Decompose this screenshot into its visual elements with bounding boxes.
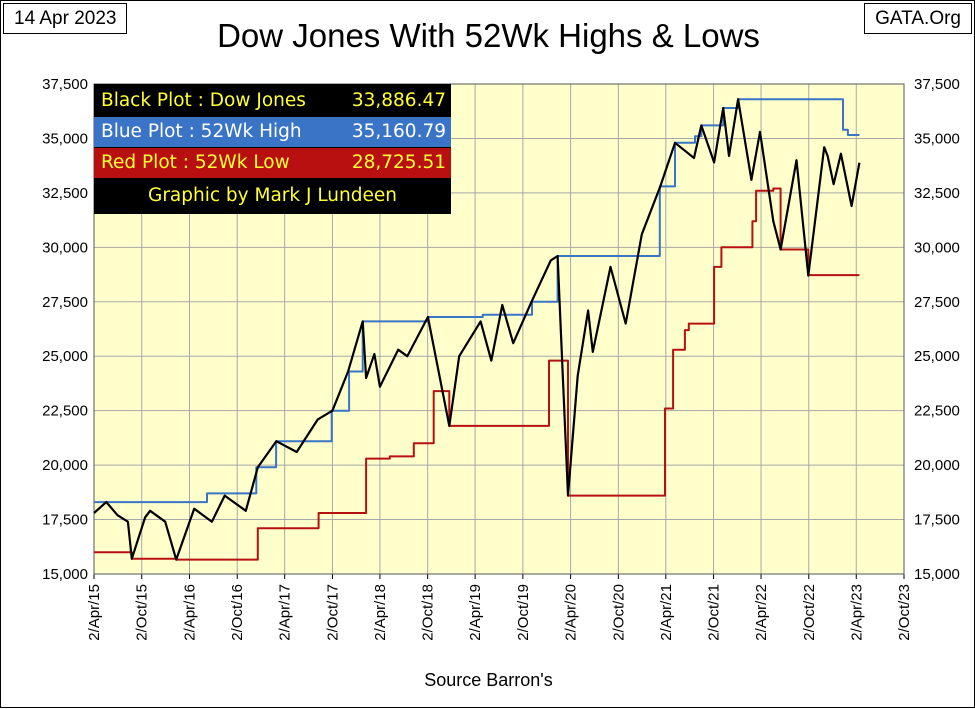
y-tick-label-right: 32,500 — [914, 185, 960, 202]
x-tick-label: 2/Apr/20 — [563, 584, 580, 641]
legend: Black Plot : Dow Jones 33,886.47 Blue Pl… — [94, 84, 451, 214]
x-tick-label: 2/Oct/15 — [134, 584, 151, 641]
y-tick-label-left: 15,000 — [42, 566, 88, 583]
x-tick-label: 2/Oct/16 — [229, 584, 246, 641]
y-tick-label-left: 25,000 — [42, 348, 88, 365]
series-dow-jones — [93, 98, 861, 561]
plot-border — [93, 83, 905, 575]
y-tick-label-left: 35,000 — [42, 130, 88, 147]
x-tick-label: 2/Apr/18 — [372, 584, 389, 641]
y-tick-label-right: 25,000 — [914, 348, 960, 365]
legend-52wk-low-value: 28,725.51 — [351, 152, 446, 173]
y-tick-label-left: 17,500 — [42, 512, 88, 529]
x-tick-label: 2/Apr/21 — [658, 584, 675, 641]
x-tick-label: 2/Oct/18 — [420, 584, 437, 641]
legend-52wk-high: Blue Plot : 52Wk High 35,160.79 — [94, 117, 451, 147]
legend-dow-jones-label: Black Plot : Dow Jones — [101, 90, 306, 111]
x-tick-label: 2/Apr/15 — [86, 584, 103, 641]
x-tick-label: 2/Apr/17 — [277, 584, 294, 641]
y-tick-label-right: 30,000 — [914, 239, 960, 256]
y-tick-label-right: 35,000 — [914, 130, 960, 147]
y-tick-label-right: 15,000 — [914, 566, 960, 583]
y-tick-label-left: 22,500 — [42, 403, 88, 420]
legend-dow-jones: Black Plot : Dow Jones 33,886.47 — [94, 86, 451, 116]
site-label: GATA.Org — [864, 3, 972, 34]
y-tick-label-left: 32,500 — [42, 185, 88, 202]
x-tick-label: 2/Apr/23 — [848, 584, 865, 641]
chart-title: Dow Jones With 52Wk Highs & Lows — [217, 17, 760, 54]
legend-52wk-low-label: Red Plot : 52Wk Low — [101, 152, 290, 173]
legend-dow-jones-value: 33,886.47 — [351, 90, 446, 111]
x-tick-label: 2/Oct/23 — [896, 584, 913, 641]
x-tick-label: 2/Apr/16 — [181, 584, 198, 641]
y-tick-label-left: 37,500 — [42, 76, 88, 93]
x-tick-label: 2/Oct/21 — [706, 584, 723, 641]
y-tick-label-right: 27,500 — [914, 294, 960, 311]
x-axis-caption: Source Barron's — [424, 670, 553, 690]
y-tick-label-left: 27,500 — [42, 294, 88, 311]
legend-52wk-high-value: 35,160.79 — [351, 121, 446, 142]
y-tick-label-right: 20,000 — [914, 457, 960, 474]
x-tick-label: 2/Oct/17 — [324, 584, 341, 641]
legend-52wk-low: Red Plot : 52Wk Low 28,725.51 — [94, 148, 451, 178]
x-tick-label: 2/Apr/22 — [753, 584, 770, 641]
legend-credit: Graphic by Mark J Lundeen — [94, 181, 451, 211]
legend-52wk-high-label: Blue Plot : 52Wk High — [101, 121, 302, 142]
date-label: 14 Apr 2023 — [3, 3, 128, 34]
y-tick-label-right: 22,500 — [914, 403, 960, 420]
x-tick-label: 2/Oct/19 — [515, 584, 532, 641]
y-tick-label-right: 37,500 — [914, 76, 960, 93]
y-tick-label-right: 17,500 — [914, 512, 960, 529]
y-tick-label-left: 30,000 — [42, 239, 88, 256]
x-tick-label: 2/Oct/22 — [801, 584, 818, 641]
series-52wk-high — [94, 98, 860, 504]
x-tick-label: 2/Apr/19 — [467, 584, 484, 641]
y-tick-label-left: 20,000 — [42, 457, 88, 474]
x-tick-label: 2/Oct/20 — [610, 584, 627, 641]
